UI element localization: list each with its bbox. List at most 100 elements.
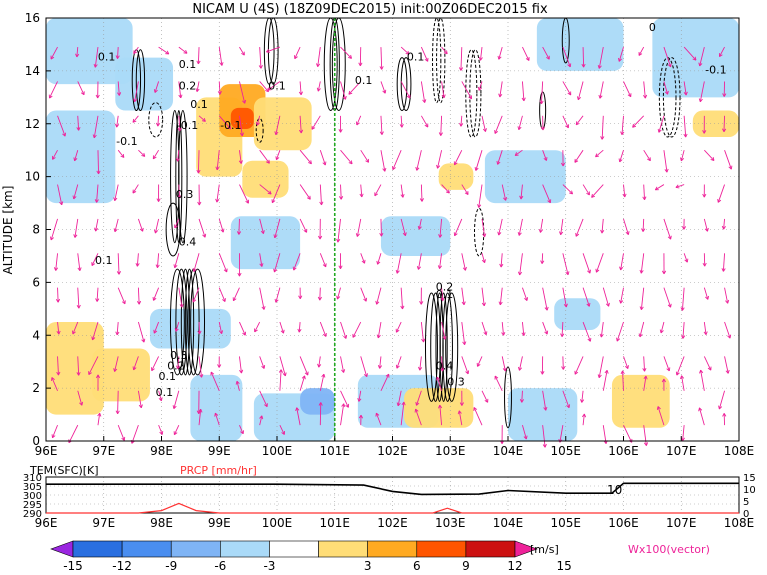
temperature-line: [46, 482, 739, 496]
contour-line: [180, 268, 191, 376]
colorbar-box: [269, 540, 319, 558]
wind-vector-head: [705, 295, 710, 300]
wind-vector: [293, 253, 301, 271]
wind-vector-head: [348, 160, 353, 165]
wind-vector-head: [638, 333, 643, 338]
wind-vector-head: [575, 121, 580, 126]
y-tick-label: 14: [25, 64, 40, 78]
wind-vector: [137, 321, 145, 343]
wind-vector-head: [721, 268, 726, 272]
wind-vector-head: [267, 190, 272, 195]
colorbar-box: [220, 540, 270, 558]
wind-vector-head: [358, 62, 363, 67]
contour-line: [169, 268, 185, 376]
wind-vector: [439, 218, 443, 238]
wind-vector: [561, 322, 564, 337]
wind-vector-head: [680, 375, 685, 380]
wind-vector: [599, 81, 604, 99]
wind-vector-head: [642, 367, 647, 372]
wind-vector: [542, 425, 546, 448]
wind-vector: [177, 150, 180, 162]
wind-vector: [441, 321, 446, 340]
wind-vector: [703, 356, 712, 371]
wind-vector: [279, 424, 285, 435]
wind-vector: [461, 81, 472, 100]
wind-vector: [117, 287, 126, 305]
wind-region: [536, 18, 624, 71]
wind-vector: [441, 81, 445, 98]
wind-vector: [299, 115, 302, 134]
wind-vector-head: [338, 265, 343, 269]
contour-line: [175, 268, 188, 376]
wind-vector: [114, 356, 119, 372]
wind-vector: [640, 287, 645, 310]
wind-vector-head: [396, 402, 401, 407]
wind-vector: [317, 81, 321, 92]
wind-vector-head: [521, 97, 526, 102]
subplot-frame: [45, 476, 740, 514]
wind-vector-head: [681, 335, 686, 339]
wind-vector-head: [91, 262, 96, 266]
wind-vector-head: [379, 66, 384, 70]
wind-vector: [50, 218, 58, 241]
wind-region: [92, 348, 150, 402]
contour-label: 0.1: [159, 370, 177, 383]
wind-vector-head: [598, 94, 603, 99]
wind-vector-head: [376, 260, 381, 265]
wind-vector: [299, 375, 306, 391]
wind-region: [692, 110, 739, 137]
wind-vector: [57, 287, 59, 303]
wind-vector-head: [55, 298, 61, 303]
contour-line: [255, 117, 264, 143]
wind-vector-head: [566, 404, 571, 409]
wind-vector-head: [158, 397, 163, 402]
wind-vector: [299, 184, 311, 200]
wind-vector: [196, 81, 200, 92]
wind-vector: [522, 425, 527, 440]
wind-vector-head: [136, 300, 142, 305]
wind-vector-head: [379, 232, 384, 237]
wind-vector-head: [438, 132, 443, 136]
wind-vector: [267, 81, 281, 91]
wind-vector: [582, 47, 585, 68]
wind-vector: [577, 81, 584, 100]
contour-line: [469, 49, 482, 138]
wind-vector-head: [414, 408, 419, 413]
wind-vector: [380, 47, 383, 70]
wind-vector: [591, 184, 604, 198]
wind-vector: [77, 115, 80, 131]
wind-vector: [643, 425, 647, 446]
wind-vector: [539, 218, 544, 233]
subplot-x-tick-label: 105E: [551, 516, 582, 530]
contour-label: 0: [649, 21, 656, 34]
wind-vector-head: [643, 442, 649, 446]
wind-vector-head: [667, 235, 672, 240]
wind-vector-head: [178, 94, 183, 99]
wind-vector: [498, 46, 503, 60]
wind-vector-head: [424, 123, 429, 128]
wind-vector: [55, 253, 58, 271]
wind-vector-head: [574, 158, 579, 163]
wind-vector: [562, 287, 567, 308]
colorbar-label: -6: [214, 559, 226, 573]
wind-vector-head: [581, 63, 586, 68]
wind-region: [46, 110, 116, 204]
subplot-x-tick-label: 99E: [208, 516, 231, 530]
wind-vector: [461, 356, 469, 375]
wind-vector-head: [79, 401, 84, 406]
contour-label: 0.1: [436, 288, 454, 301]
wind-vector: [542, 46, 550, 60]
wind-vector-head: [473, 407, 478, 411]
wind-vector-head: [236, 231, 242, 235]
contour-label: 0.3: [176, 188, 194, 201]
subplot-left-tick-label: 300: [23, 491, 42, 502]
wind-vector: [639, 321, 645, 338]
wind-vector: [643, 356, 645, 372]
contour-line: [400, 57, 412, 112]
wind-vector: [178, 115, 181, 132]
wind-vector-head: [308, 160, 312, 165]
wind-vector: [440, 115, 443, 136]
wind-vector-head: [199, 373, 204, 378]
contour-label: 0.4: [179, 235, 197, 248]
wind-vector: [481, 390, 489, 403]
